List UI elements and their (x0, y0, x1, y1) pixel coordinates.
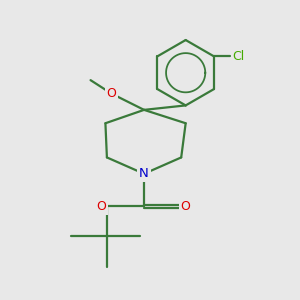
Text: O: O (106, 87, 116, 100)
Text: Cl: Cl (232, 50, 245, 63)
Text: O: O (180, 200, 190, 213)
Text: N: N (139, 167, 149, 180)
Text: O: O (97, 200, 106, 213)
